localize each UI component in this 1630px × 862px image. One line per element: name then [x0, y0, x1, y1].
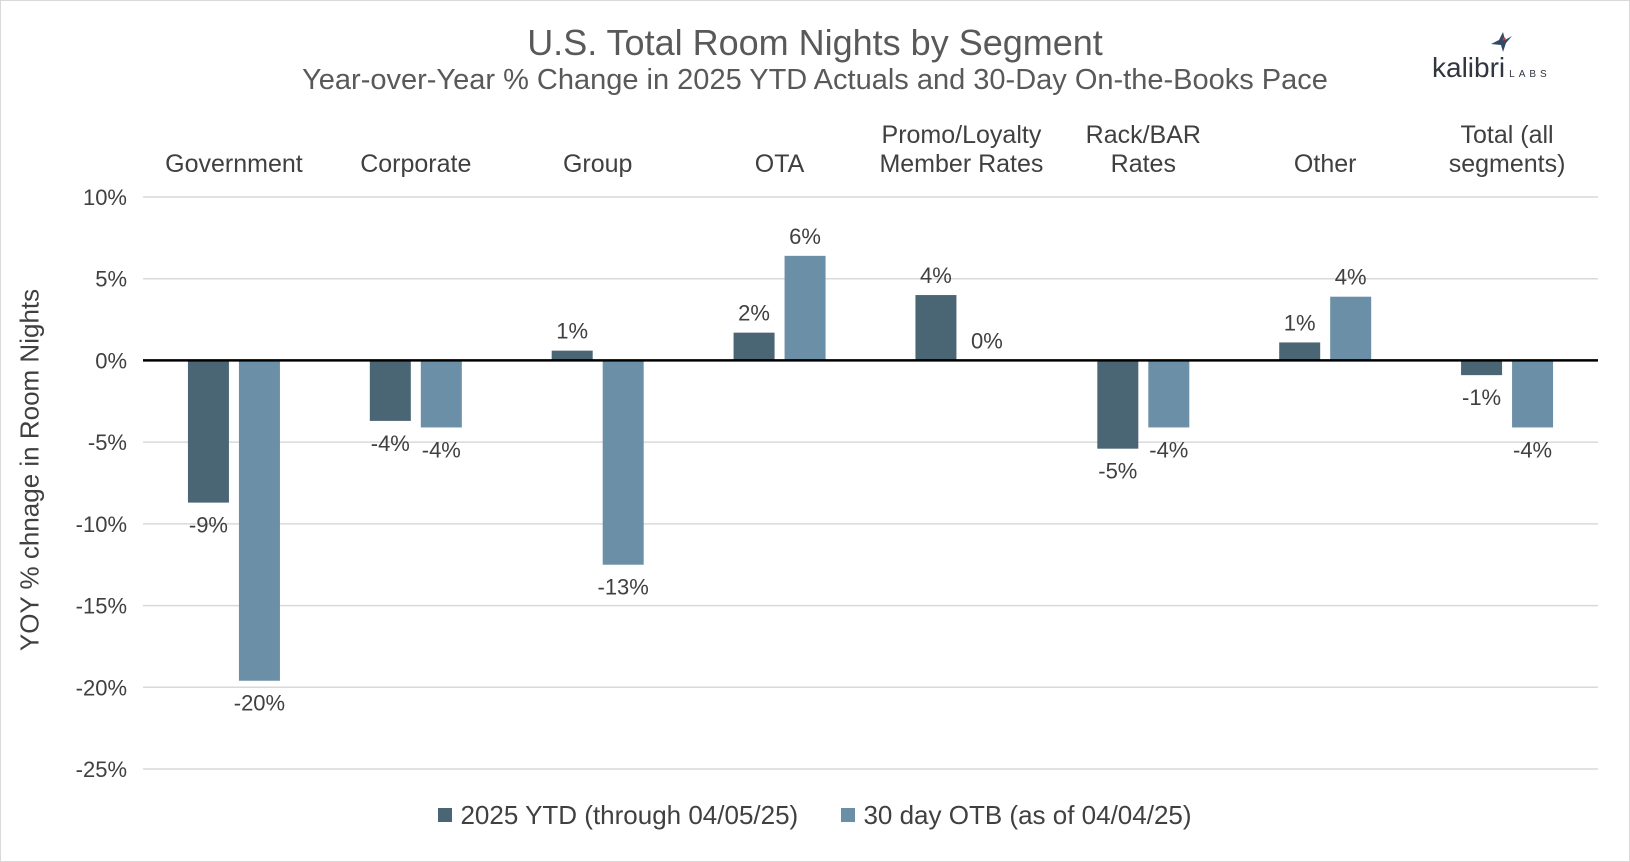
chart-title: U.S. Total Room Nights by Segment — [527, 22, 1103, 63]
logo-name: kalibri — [1432, 52, 1506, 83]
category-label: segments) — [1449, 150, 1566, 178]
bar-ytd — [1461, 360, 1503, 376]
bar-otb — [784, 255, 826, 361]
data-label-ytd: 4% — [920, 263, 952, 288]
category-label: Government — [165, 150, 303, 178]
y-tick-label: 0% — [95, 348, 127, 373]
category-label: Other — [1294, 150, 1357, 178]
category-label: Total (all — [1461, 121, 1554, 149]
y-tick-label: 5% — [95, 267, 127, 292]
category-label: Group — [563, 150, 632, 178]
data-label-otb: -4% — [1149, 437, 1188, 462]
data-label-ytd: 1% — [556, 319, 588, 344]
data-label-otb: 0% — [971, 328, 1003, 353]
kalibri-labs-logo: kalibri LABS — [1432, 30, 1582, 90]
legend-swatch-otb — [841, 808, 856, 823]
data-label-ytd: -1% — [1462, 385, 1501, 410]
legend-item-ytd: 2025 YTD (through 04/05/25) — [438, 800, 798, 831]
legend-label-otb: 30 day OTB (as of 04/04/25) — [863, 800, 1192, 830]
bar-ytd — [551, 350, 593, 361]
data-label-otb: -4% — [1513, 437, 1552, 462]
bar-otb — [420, 360, 462, 428]
y-tick-label: -20% — [76, 675, 127, 700]
bar-otb — [1148, 360, 1190, 428]
bar-ytd — [915, 295, 957, 361]
data-label-otb: 6% — [789, 224, 821, 249]
data-label-ytd: -5% — [1098, 459, 1137, 484]
bar-otb — [238, 360, 280, 681]
y-tick-label: 10% — [83, 185, 127, 210]
legend-swatch-ytd — [438, 808, 453, 823]
legend-label-ytd: 2025 YTD (through 04/05/25) — [460, 800, 799, 830]
logo-text: kalibri LABS — [1432, 52, 1551, 84]
legend: 2025 YTD (through 04/05/25) 30 day OTB (… — [0, 800, 1630, 831]
legend-item-otb: 30 day OTB (as of 04/04/25) — [841, 800, 1192, 831]
data-label-ytd: -9% — [189, 513, 228, 538]
y-tick-label: -15% — [76, 594, 127, 619]
data-label-otb: -13% — [598, 575, 649, 600]
y-tick-label: -5% — [88, 430, 127, 455]
data-label-ytd: -4% — [371, 431, 410, 456]
bar-otb — [1512, 360, 1554, 428]
data-label-otb: -4% — [422, 437, 461, 462]
category-label: Promo/Loyalty — [882, 121, 1042, 149]
bar-otb — [1330, 296, 1372, 361]
bar-ytd — [187, 360, 229, 503]
category-label: Member Rates — [879, 150, 1043, 178]
chart-subtitle: Year-over-Year % Change in 2025 YTD Actu… — [302, 64, 1328, 96]
category-label: Corporate — [360, 150, 471, 178]
data-label-ytd: 1% — [1284, 310, 1316, 335]
hummingbird-icon — [1491, 32, 1512, 52]
bar-ytd — [1097, 360, 1139, 449]
bar-ytd — [733, 332, 775, 361]
bar-ytd — [1279, 342, 1321, 361]
y-tick-label: -25% — [76, 757, 127, 782]
category-label: Rates — [1111, 150, 1176, 178]
data-label-otb: 4% — [1335, 265, 1367, 290]
category-label: Rack/BAR — [1086, 121, 1201, 149]
bar-otb — [602, 360, 644, 565]
data-label-ytd: 2% — [738, 301, 770, 326]
y-tick-label: -10% — [76, 512, 127, 537]
category-label: OTA — [755, 150, 805, 178]
bar-ytd — [369, 360, 411, 421]
logo-suffix: LABS — [1509, 69, 1551, 80]
data-label-otb: -20% — [234, 691, 285, 716]
